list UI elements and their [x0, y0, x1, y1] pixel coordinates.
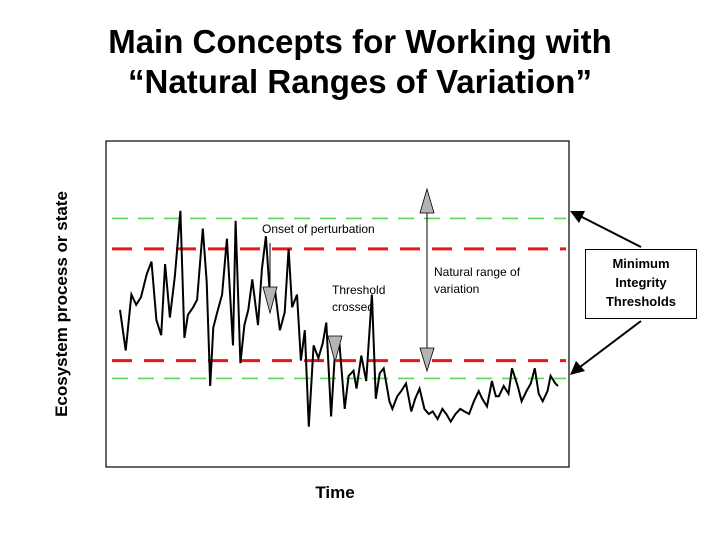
title-line-1: Main Concepts for Working with — [108, 23, 612, 60]
minimum-integrity-thresholds-callout: Minimum Integrity Thresholds — [585, 249, 697, 319]
callout-line-2: Integrity — [615, 275, 667, 290]
callout-line-3: Thresholds — [605, 294, 677, 309]
threshold-crossed-line-1: Threshold — [332, 283, 386, 297]
natural-range-line-2: variation — [434, 282, 480, 296]
y-axis-label: Ecosystem process or state — [52, 191, 71, 417]
callout-pointer-upper — [579, 215, 642, 248]
threshold-crossed-arrow-head — [327, 335, 343, 364]
natural-range-of-variation-label: Natural range of variation — [434, 264, 520, 298]
onset-arrow-head — [262, 286, 278, 315]
onset-of-perturbation-label: Onset of perturbation — [262, 222, 375, 236]
slide-title: Main Concepts for Working with “Natural … — [0, 22, 720, 102]
natural-range-arrow-down-head — [419, 347, 435, 373]
callout-pointer-lower-head — [570, 361, 585, 375]
title-line-2: “Natural Ranges of Variation” — [128, 63, 592, 100]
threshold-crossed-line-2: crossed — [332, 300, 375, 314]
callout-pointer-lower — [579, 320, 642, 368]
threshold-crossed-label: Threshold crossed — [332, 282, 385, 316]
x-axis-label: Time — [315, 483, 355, 502]
ecosystem-state-series-line — [119, 210, 559, 427]
callout-pointer-upper-head — [570, 211, 585, 223]
natural-range-arrow-up-head — [419, 187, 435, 214]
natural-range-line-1: Natural range of — [434, 265, 521, 279]
callout-line-1: Minimum — [612, 256, 670, 271]
